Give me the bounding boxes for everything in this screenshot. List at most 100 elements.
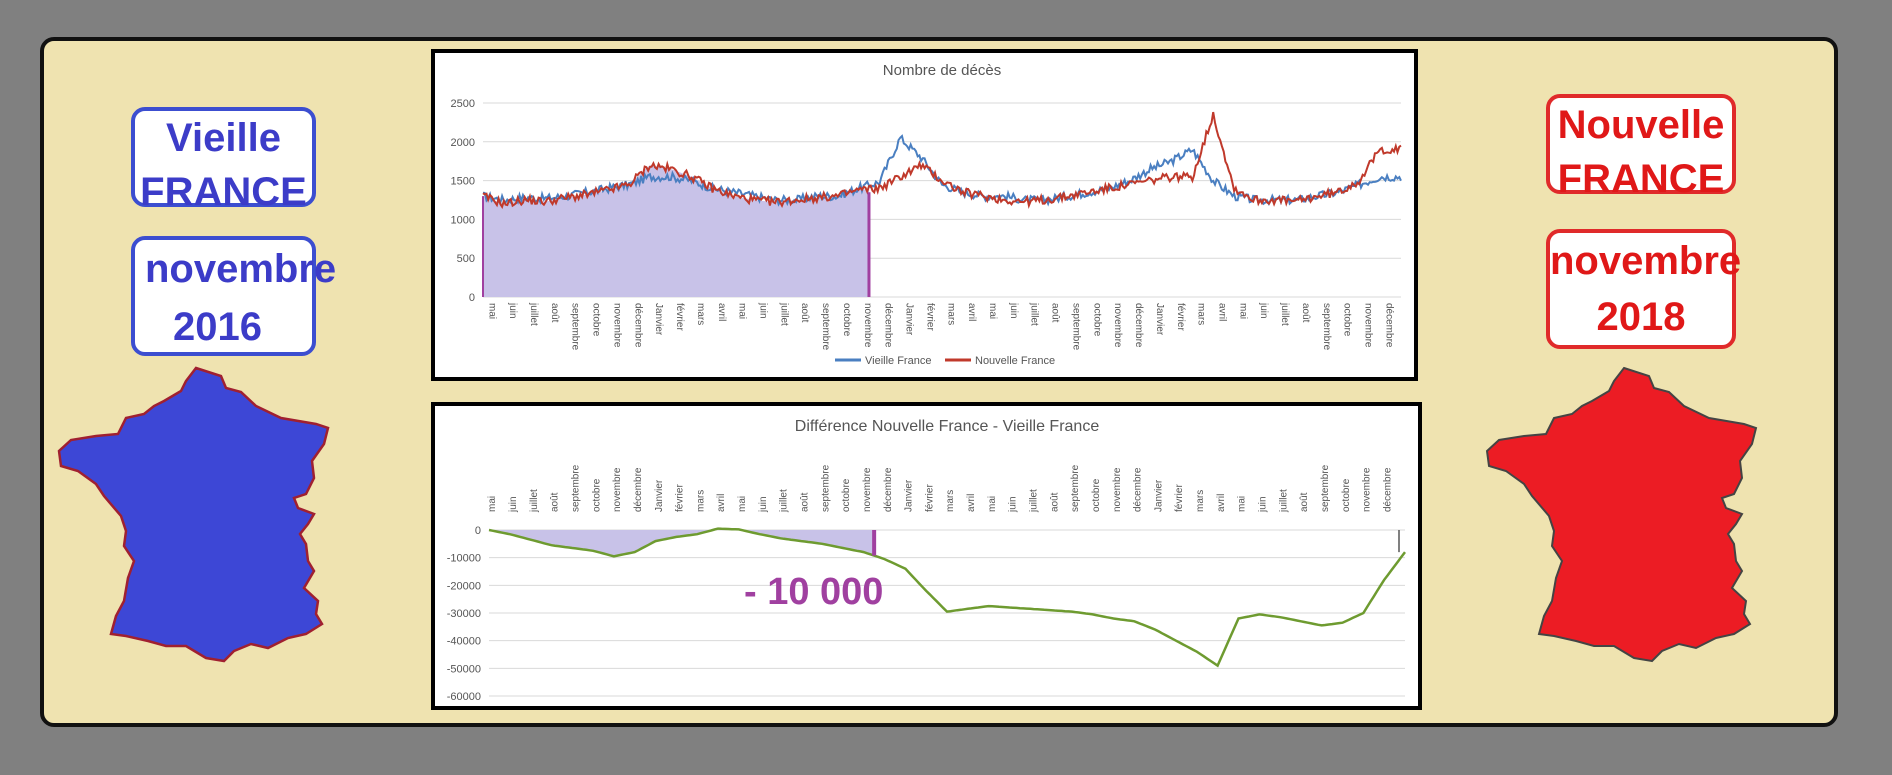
chart1-x-tick-label: juillet (1029, 302, 1040, 326)
chart2-x-tick-label: décembre (1382, 467, 1393, 512)
chart1-x-tick-label: novembre (862, 303, 873, 348)
chart1-x-tick-label: mai (987, 303, 998, 319)
chart1-x-tick-label: décembre (632, 303, 643, 348)
chart1-x-tick-label: Janvier (653, 303, 664, 336)
chart1-x-tick-label: septembre (820, 303, 831, 351)
chart1-highlight-area (483, 165, 869, 297)
chart1-x-tick-label: avril (716, 303, 727, 321)
left-title-line-2: FRANCE (140, 170, 307, 214)
chart2-x-tick-label: décembre (883, 467, 894, 512)
chart2-x-tick-label: Janvier (1153, 479, 1164, 512)
chart2-y-tick-label: -30000 (447, 608, 481, 620)
chart2-x-tick-label: mars (1195, 490, 1206, 512)
chart2-x-tick-label: septembre (1320, 464, 1331, 512)
chart1-x-tick-label: décembre (1133, 303, 1144, 348)
chart1-x-tick-label: juillet (1279, 302, 1290, 326)
chart2-x-tick-label: septembre (820, 464, 831, 512)
chart1-x-tick-label: Janvier (1154, 303, 1165, 336)
right-title-line-2: FRANCE (1557, 157, 1725, 201)
chart1-series-vieille (482, 134, 1402, 208)
chart1-x-tick-label: août (549, 303, 560, 323)
difference-chart: Différence Nouvelle France - Vieille Fra… (447, 418, 1406, 703)
chart2-x-tick-label: avril (716, 494, 727, 512)
chart2-y-tick-label: -20000 (447, 580, 481, 592)
chart2-x-tick-label: novembre (612, 467, 623, 512)
right-title-box: Nouvelle FRANCE (1546, 94, 1736, 201)
chart2-x-tick-label: février (1174, 484, 1185, 512)
chart2-x-tick-label: février (924, 484, 935, 512)
chart1-x-tick-label: octobre (1342, 303, 1353, 337)
chart1-x-tick-label: juin (1258, 302, 1269, 319)
chart2-x-tick-label: décembre (633, 467, 644, 512)
chart1-x-tick-label: juin (1008, 302, 1019, 319)
chart1-x-tick-label: juillet (528, 302, 539, 326)
difference-chart-frame: Différence Nouvelle France - Vieille Fra… (431, 402, 1422, 710)
left-title-line-1: Vieille (166, 116, 281, 160)
chart2-x-tick-label: juillet (529, 489, 540, 513)
chart2-x-tick-label: octobre (1091, 478, 1102, 512)
chart2-x-tick-label: juin (1258, 496, 1269, 513)
right-date-line-2: 2018 (1596, 295, 1686, 339)
chart1-x-tick-label: novembre (1363, 303, 1374, 348)
france-map-red (1485, 366, 1758, 663)
chart1-x-tick-label: février (1175, 303, 1186, 331)
chart2-x-tick-label: juin (508, 496, 519, 513)
main-panel: Vieille FRANCE novembre 2016 Nouvelle FR… (40, 37, 1838, 727)
chart1-x-tick-label: juin (507, 302, 518, 319)
france-shape-red (1485, 366, 1758, 663)
chart1-x-tick-label: octobre (1091, 303, 1102, 337)
right-date-box: novembre 2018 (1546, 229, 1742, 349)
chart2-x-tick-label: octobre (1341, 478, 1352, 512)
chart2-x-tick-label: octobre (591, 478, 602, 512)
chart1-legend-label: Vieille France (865, 355, 931, 367)
chart2-x-tick-label: juin (1008, 496, 1019, 513)
chart2-x-tick-label: août (1049, 492, 1060, 512)
chart1-x-tick-label: octobre (841, 303, 852, 337)
chart1-x-tick-label: avril (966, 303, 977, 321)
chart1-x-tick-label: octobre (591, 303, 602, 337)
chart2-x-tick-label: Janvier (654, 479, 665, 512)
chart2-x-tick-label: avril (1216, 494, 1227, 512)
right-date-line-1: novembre (1550, 239, 1742, 283)
chart2-x-tick-label: mai (737, 496, 748, 512)
chart1-x-tick-label: août (1050, 303, 1061, 323)
chart1-legend-label: Nouvelle France (975, 355, 1055, 367)
chart1-x-tick-label: août (799, 303, 810, 323)
chart2-x-tick-label: avril (966, 494, 977, 512)
chart2-x-tick-label: Janvier (904, 479, 915, 512)
chart1-x-tick-label: mai (1237, 303, 1248, 319)
chart2-x-tick-label: juillet (1278, 489, 1289, 513)
chart2-x-tick-label: octobre (841, 478, 852, 512)
chart2-title: Différence Nouvelle France - Vieille Fra… (795, 418, 1100, 435)
chart1-y-tick-label: 500 (457, 253, 475, 265)
left-date-line-2: 2016 (173, 305, 262, 349)
chart2-y-tick-label: -40000 (447, 636, 481, 648)
chart1-title: Nombre de décès (883, 62, 1001, 79)
chart2-x-tick-label: novembre (862, 467, 873, 512)
chart2-x-tick-label: août (800, 492, 811, 512)
deaths-chart-frame: Nombre de décès 0 500 1000 1500 2000 2500 mai ju… (431, 49, 1418, 381)
chart1-x-tick-label: juillet (778, 302, 789, 326)
chart2-x-tick-label: mars (945, 490, 956, 512)
chart1-x-tick-label: septembre (1070, 303, 1081, 351)
left-date-box: novembre 2016 (131, 236, 336, 356)
chart1-x-tick-label: Janvier (904, 303, 915, 336)
chart2-x-tick-label: février (675, 484, 686, 512)
france-shape-blue (57, 366, 330, 663)
chart1-x-tick-label: septembre (570, 303, 581, 351)
chart1-x-tick-label: décembre (1383, 303, 1394, 348)
chart2-x-tick-label: juillet (779, 489, 790, 513)
chart1-x-tick-label: mai (486, 303, 497, 319)
chart2-y-tick-label: -60000 (447, 691, 481, 703)
chart1-x-tick-label: février (674, 303, 685, 331)
chart2-x-tick-label: août (550, 492, 561, 512)
chart2-y-tick-label: -50000 (447, 663, 481, 675)
chart1-x-tick-label: août (1300, 303, 1311, 323)
annotation-minus-10000: - 10 000 (744, 571, 884, 613)
chart1-x-tick-label: septembre (1321, 303, 1332, 351)
chart1-series-nouvelle (482, 111, 1402, 210)
chart1-y-tick-label: 2500 (451, 98, 475, 110)
chart1-x-tick-label: mai (737, 303, 748, 319)
left-title-box: Vieille FRANCE (131, 107, 316, 214)
right-title-line-1: Nouvelle (1557, 103, 1725, 147)
